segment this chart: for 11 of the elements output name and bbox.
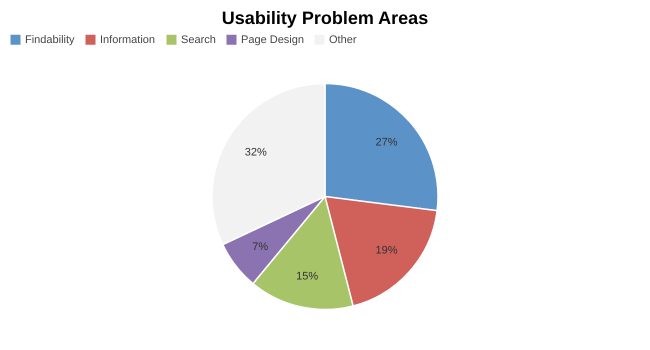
legend-label: Information <box>100 34 156 46</box>
data-label: 15% <box>296 270 318 283</box>
legend-label: Page Design <box>241 34 304 46</box>
data-label: 27% <box>375 136 398 148</box>
legend-label: Other <box>329 34 357 46</box>
data-label: 32% <box>244 146 267 159</box>
data-label: 7% <box>252 240 268 253</box>
legend-label: Findability <box>25 34 76 46</box>
chart-title: Usability Problem Areas <box>222 8 428 28</box>
data-label: 19% <box>375 244 398 257</box>
legend-label: Search <box>181 34 216 46</box>
